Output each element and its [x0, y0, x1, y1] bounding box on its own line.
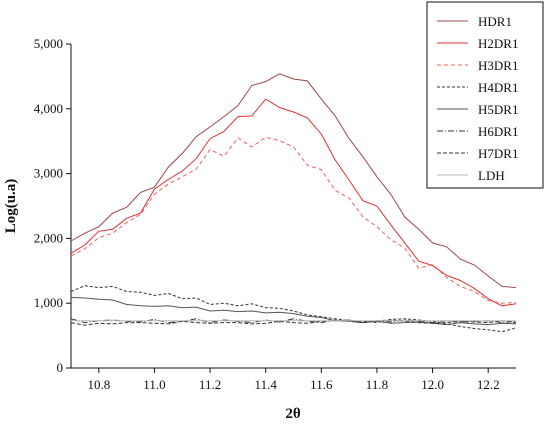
- legend-label-hdr1: HDR1: [478, 14, 512, 29]
- x-tick-label: 11.4: [255, 377, 278, 392]
- x-tick-label: 10.8: [87, 377, 110, 392]
- legend-box: [426, 1, 544, 189]
- y-axis-title: Log(u.a): [3, 179, 19, 234]
- legend-label-h6dr1: H6DR1: [478, 124, 518, 139]
- legend-label-h7dr1: H7DR1: [478, 146, 518, 161]
- axes: [70, 44, 516, 369]
- x-tick-label: 11.6: [310, 377, 333, 392]
- series-lines: [70, 73, 517, 333]
- legend-label-h4dr1: H4DR1: [478, 80, 518, 95]
- legend-label-h5dr1: H5DR1: [478, 102, 518, 117]
- x-tick-label: 11.0: [143, 377, 165, 392]
- series-line-h5dr1: [70, 296, 517, 326]
- x-tick-label: 11.2: [199, 377, 221, 392]
- x-tick-label: 12.2: [477, 377, 500, 392]
- series-line-hdr1: [70, 73, 517, 289]
- series-line-h3dr1: [70, 136, 517, 304]
- x-axis-title: 2θ: [285, 406, 301, 422]
- series-line-h7dr1: [70, 319, 517, 326]
- y-tick-label: 0: [57, 360, 64, 375]
- legend-label-h3dr1: H3DR1: [478, 58, 518, 73]
- legend: HDR1 H2DR1 H3DR1 H4DR1 H5DR1 H6DR1 H7DR1 LDH: [426, 1, 544, 189]
- legend-label-h2dr1: H2DR1: [478, 36, 518, 51]
- x-tick-label: 11.8: [366, 377, 388, 392]
- y-tick-label: 2,000: [34, 230, 63, 245]
- series-line-h4dr1: [70, 285, 517, 333]
- legend-label-ldh: LDH: [478, 168, 505, 183]
- y-tick-label: 3,000: [34, 166, 63, 181]
- y-tick-label: 4,000: [34, 101, 63, 116]
- y-tick-label: 5,000: [34, 36, 63, 51]
- y-tick-label: 1,000: [34, 295, 63, 310]
- series-line-h2dr1: [70, 98, 517, 307]
- x-tick-label: 12.0: [421, 377, 444, 392]
- ticks: 10.8 11.0 11.2 11.4 11.6 11.8 12.0 12.2 0 1,000 2,…: [34, 36, 500, 392]
